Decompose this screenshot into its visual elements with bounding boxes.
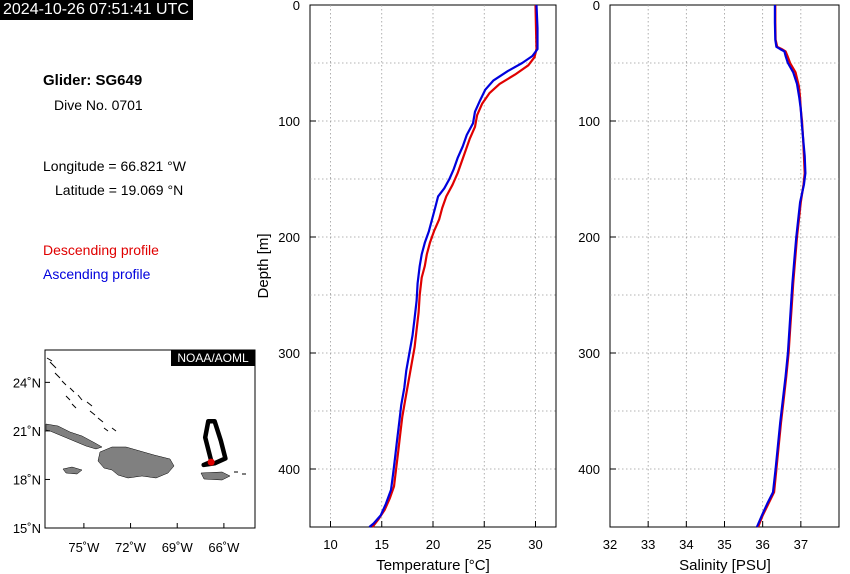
salinity-xtick-label: 32 <box>603 537 617 552</box>
map-credit-box <box>171 350 255 366</box>
salinity-chart: 32 33 34 35 36 37 0 100 200 300 400 Salinity [PSU] <box>578 0 840 574</box>
salinity-xtick-label: 33 <box>641 537 655 552</box>
temperature-xtick-label: 30 <box>528 537 542 552</box>
salinity-ytick-label: 100 <box>578 114 600 129</box>
map-inset: NOAA/AOML 75˚W 72˚W 69˚W 66˚W 24˚N 21˚N 18˚N 15… <box>13 349 256 555</box>
salinity-xtick-label: 36 <box>755 537 769 552</box>
land-virgin-islands <box>234 471 246 475</box>
salinity-grid <box>610 5 839 527</box>
glider-position-marker <box>207 458 215 466</box>
temperature-descending-line <box>371 4 538 528</box>
salinity-ticks: 32 33 34 35 36 37 0 100 200 300 400 <box>578 0 808 552</box>
temperature-ytick-label: 300 <box>278 346 300 361</box>
salinity-ytick-label: 300 <box>578 346 600 361</box>
salinity-xlabel: Salinity [PSU] <box>679 557 771 574</box>
map-axis-ticks: 75˚W 72˚W 69˚W 66˚W 24˚N 21˚N 18˚N 15˚N <box>13 375 240 555</box>
depth-ylabel: Depth [m] <box>255 233 272 298</box>
temperature-profiles <box>368 4 539 528</box>
temperature-xtick-label: 20 <box>426 537 440 552</box>
legend-ascending: Ascending profile <box>43 266 151 282</box>
temperature-ascending-line <box>368 4 539 528</box>
salinity-xtick-label: 37 <box>794 537 808 552</box>
dive-number: Dive No. 0701 <box>54 97 143 113</box>
temperature-xtick-label: 10 <box>323 537 337 552</box>
temperature-grid <box>310 5 556 527</box>
map-lat-tick-label: 18˚N <box>13 472 41 487</box>
glider-name: Glider: SG649 <box>43 72 143 89</box>
land-hispaniola <box>97 446 175 479</box>
temperature-xlabel: Temperature [°C] <box>376 557 490 574</box>
map-lat-tick-label: 15˚N <box>13 521 41 536</box>
salinity-profiles <box>755 5 807 528</box>
latitude-readout: Latitude = 19.069 °N <box>55 182 184 198</box>
map-lat-tick-label: 21˚N <box>13 424 41 439</box>
longitude-readout: Longitude = 66.821 °W <box>43 158 186 174</box>
map-lat-tick-label: 24˚N <box>13 375 41 390</box>
salinity-ytick-label: 400 <box>578 462 600 477</box>
land-bahamas <box>46 357 117 432</box>
temperature-xtick-label: 25 <box>477 537 491 552</box>
salinity-ytick-label: 200 <box>578 230 600 245</box>
map-lon-tick-label: 66˚W <box>208 540 240 555</box>
salinity-xtick-label: 34 <box>679 537 693 552</box>
temperature-ytick-label: 200 <box>278 230 300 245</box>
glider-track-line <box>201 418 228 468</box>
temperature-ytick-label: 100 <box>278 114 300 129</box>
temperature-ytick-label: 0 <box>293 0 300 13</box>
map-lon-tick-label: 75˚W <box>68 540 100 555</box>
timestamp: 2024-10-26 07:51:41 UTC <box>0 0 193 20</box>
salinity-xtick-label: 35 <box>717 537 731 552</box>
land-jamaica <box>62 466 83 475</box>
salinity-ytick-label: 0 <box>593 0 600 13</box>
map-land <box>45 357 246 481</box>
legend-descending: Descending profile <box>43 242 159 258</box>
glider-track <box>201 418 228 468</box>
temperature-xtick-label: 15 <box>375 537 389 552</box>
map-lon-tick-label: 72˚W <box>115 540 147 555</box>
map-credit: NOAA/AOML <box>177 351 249 365</box>
land-puerto-rico <box>200 471 231 481</box>
map-lon-tick-label: 69˚W <box>162 540 194 555</box>
salinity-ascending-line <box>755 5 807 528</box>
temperature-ytick-label: 400 <box>278 462 300 477</box>
